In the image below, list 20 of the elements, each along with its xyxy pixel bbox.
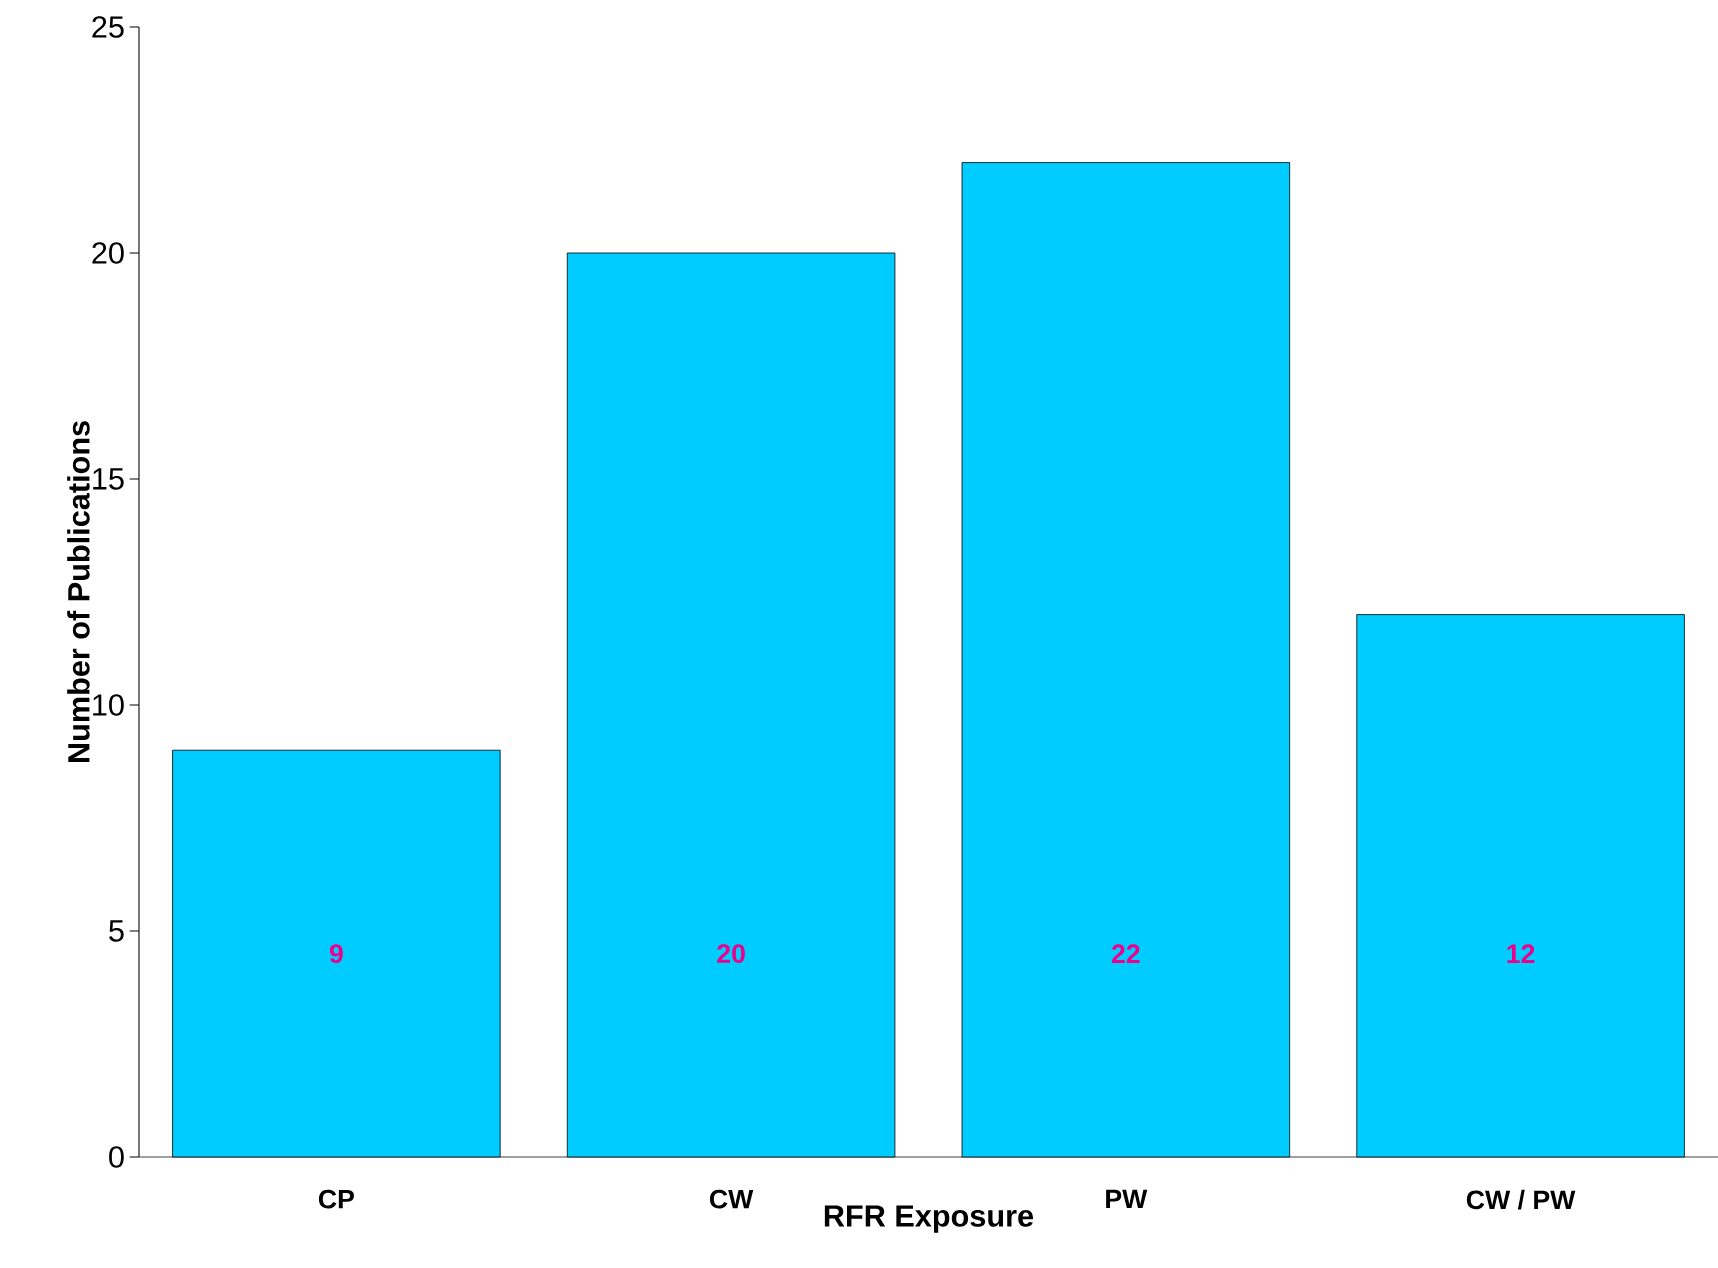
bar xyxy=(1356,614,1685,1158)
y-axis-title: Number of Publications xyxy=(67,421,90,763)
x-tick-label: CP xyxy=(318,1189,354,1209)
y-tick-label: 25 xyxy=(92,16,124,38)
x-axis-title: RFR Exposure xyxy=(824,1205,1034,1233)
y-tick-label: 15 xyxy=(93,468,124,490)
data-label: 20 xyxy=(717,944,745,964)
data-label: 22 xyxy=(1111,944,1140,963)
y-tick-label: 5 xyxy=(109,920,124,942)
x-tick-label: CW / PW xyxy=(1466,1189,1576,1210)
x-tick-label: CW xyxy=(709,1189,754,1209)
y-tick-label: 10 xyxy=(93,694,124,716)
data-label: 9 xyxy=(329,944,343,964)
y-tick-label: 0 xyxy=(109,1146,124,1168)
y-tick-label: 20 xyxy=(92,242,124,264)
x-tick-label: PW xyxy=(1106,1189,1148,1209)
data-label: 12 xyxy=(1507,944,1535,963)
bar xyxy=(566,252,896,1158)
bar xyxy=(961,162,1291,1158)
bar xyxy=(172,749,501,1158)
